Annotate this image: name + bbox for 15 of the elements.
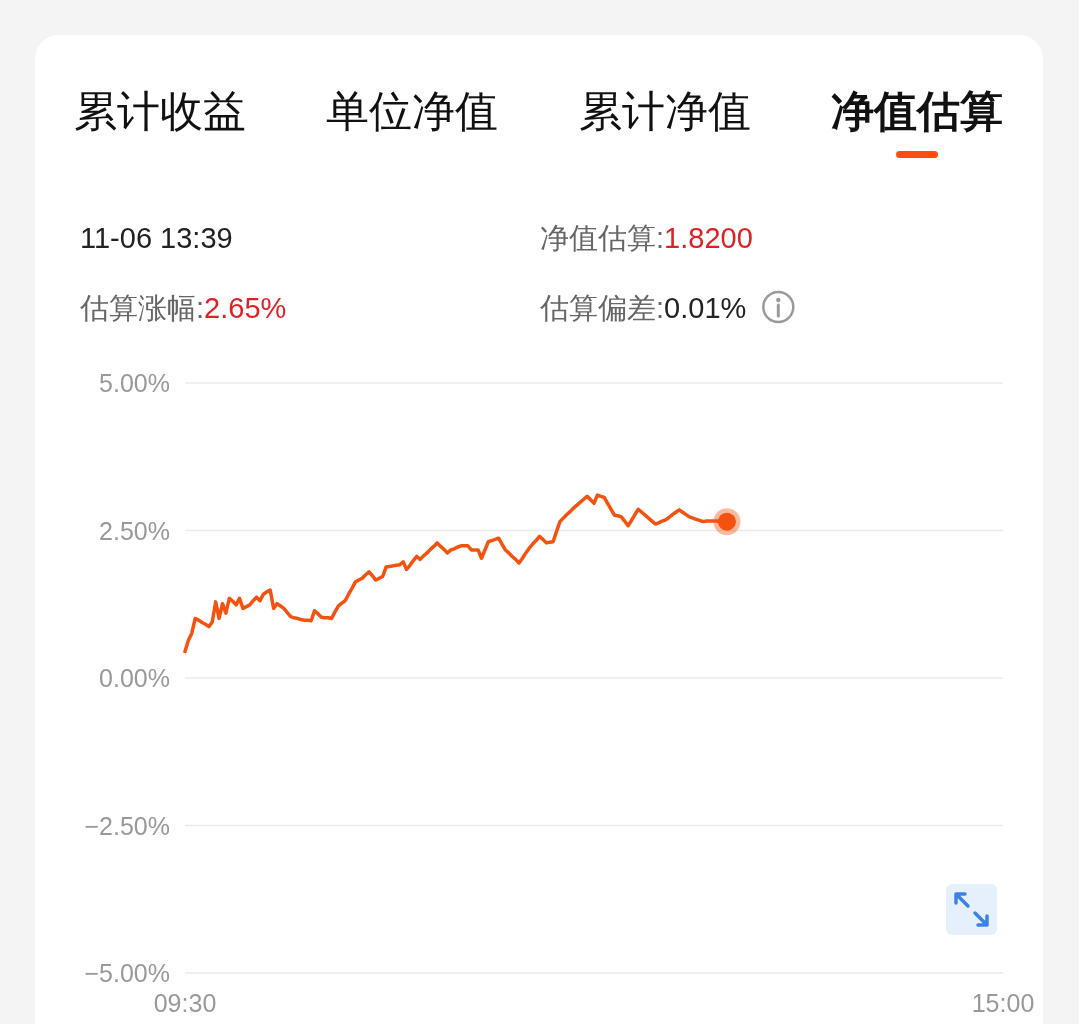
info-label: 净值估算:1.8200 bbox=[540, 222, 753, 254]
tab-label: 净值估算 bbox=[831, 87, 1003, 135]
ytick-label: 2.50% bbox=[99, 516, 170, 545]
tab-label: 累计收益 bbox=[74, 87, 246, 135]
tab-label: 单位净值 bbox=[326, 87, 498, 135]
info-label: 估算偏差:0.01% bbox=[540, 292, 747, 324]
ytick-label: −2.50% bbox=[84, 811, 170, 840]
xtick-label: 15:00 bbox=[971, 989, 1035, 1017]
xtick-label: 09:30 bbox=[153, 989, 217, 1017]
info-label: 估算涨幅:2.65% bbox=[80, 292, 287, 324]
info-label: 11-06 13:39 bbox=[80, 222, 233, 254]
tab-label: 累计净值 bbox=[579, 87, 751, 135]
ytick-label: −5.00% bbox=[84, 959, 170, 987]
ytick-label: 0.00% bbox=[99, 664, 170, 692]
ytick-label: 5.00% bbox=[99, 369, 170, 397]
